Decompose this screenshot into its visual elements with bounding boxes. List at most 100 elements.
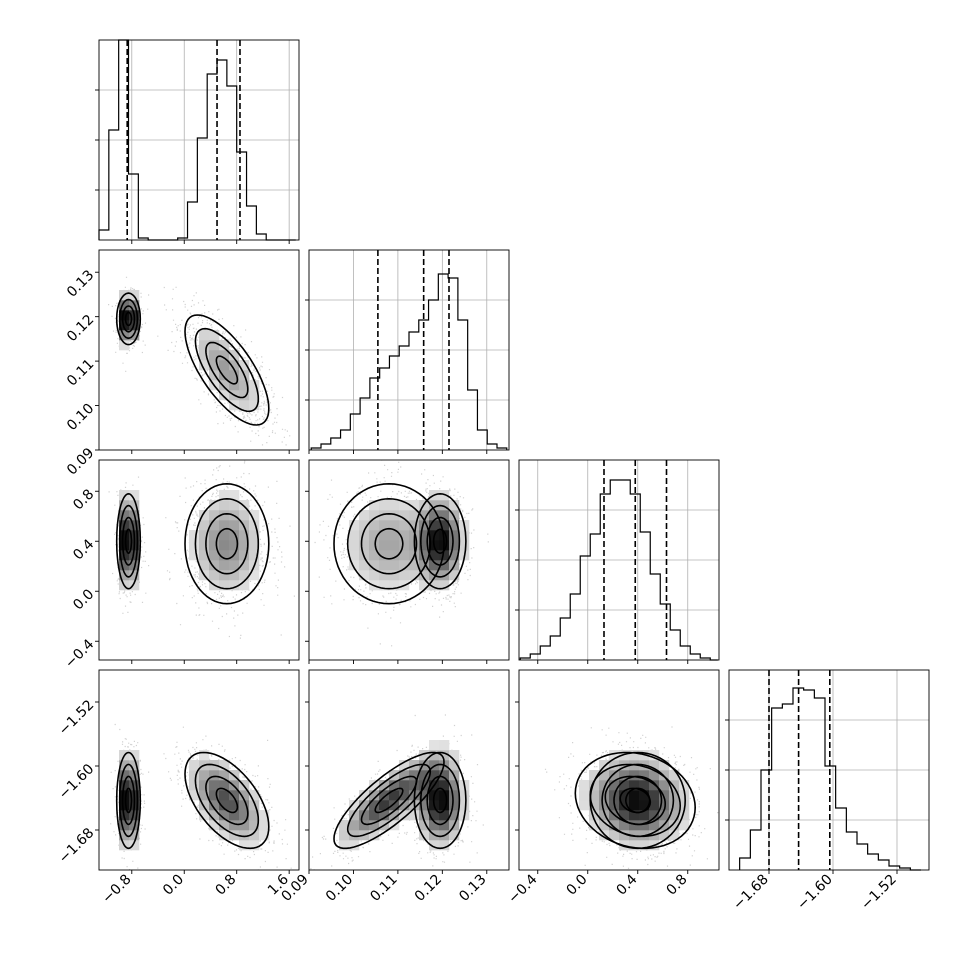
- density-cell: [589, 820, 600, 831]
- contour-lines: [115, 482, 270, 605]
- y-tick-label: 0.13: [64, 267, 97, 300]
- density-cell: [249, 840, 260, 851]
- density-cell: [439, 550, 450, 561]
- contour-level-2-comp-0: [118, 763, 139, 838]
- density-cell: [379, 520, 390, 531]
- density-cell: [119, 570, 130, 581]
- density-cell: [239, 830, 250, 841]
- density-cell: [239, 360, 250, 371]
- x-tick-label: 0.10: [323, 872, 356, 905]
- density-cell: [199, 330, 210, 341]
- density-cell: [449, 830, 460, 841]
- contour-level-1-comp-0: [613, 775, 663, 826]
- density-cell: [639, 800, 650, 811]
- density-cell: [379, 500, 390, 511]
- density-cell: [119, 300, 130, 311]
- density-cell: [249, 510, 260, 521]
- density-cell: [389, 570, 400, 581]
- density-cell: [629, 750, 640, 761]
- hist-panel-3: [725, 669, 930, 874]
- density-cell: [609, 820, 620, 831]
- density-cell: [349, 550, 360, 561]
- density-cell: [209, 500, 220, 511]
- contour-lines: [333, 751, 467, 850]
- density-cell: [219, 520, 230, 531]
- density-cell: [259, 830, 270, 841]
- density-cell: [439, 570, 450, 581]
- density-cell: [359, 560, 370, 571]
- x-tick-label: 0.11: [367, 872, 400, 905]
- density-cell: [419, 540, 430, 551]
- density-cell: [649, 770, 660, 781]
- density-cell: [119, 800, 130, 811]
- histogram-step-3: [739, 687, 921, 871]
- density-cell: [119, 340, 130, 351]
- density-cell: [419, 770, 430, 781]
- panel-frame: [518, 669, 720, 871]
- density-cell: [239, 790, 250, 801]
- density-cell: [419, 810, 430, 821]
- density-cell: [419, 790, 430, 801]
- density-cell: [439, 770, 450, 781]
- contour-level-2-comp-1: [194, 497, 260, 590]
- density-cell: [429, 750, 440, 761]
- pair-panel-3-0: [95, 669, 300, 874]
- density-cell: [359, 570, 370, 581]
- density-cell: [439, 810, 450, 821]
- density-cell: [239, 530, 250, 541]
- density-cell: [349, 810, 360, 821]
- density-cell: [239, 400, 250, 411]
- density-cell: [589, 800, 600, 811]
- density-cell: [249, 400, 260, 411]
- density-cell: [129, 560, 140, 571]
- density-cell: [609, 830, 620, 841]
- density-cell: [399, 800, 410, 811]
- density-cell: [639, 790, 650, 801]
- density-cell: [189, 770, 200, 781]
- density-cell: [229, 490, 240, 501]
- density-cell: [219, 540, 230, 551]
- density-cell: [449, 750, 460, 761]
- density-cell: [129, 500, 140, 511]
- density-cell: [389, 800, 400, 811]
- x-tick-label: 0.8: [212, 872, 239, 899]
- density-cell: [399, 810, 410, 821]
- contour-level-3-comp-1: [184, 482, 270, 605]
- y-tick-label: −1.60: [56, 761, 98, 803]
- density-cell: [359, 540, 370, 551]
- density-cell: [419, 560, 430, 571]
- density-cell: [129, 490, 140, 501]
- density-cell: [229, 830, 240, 841]
- x-tick-label: −0.8: [99, 872, 134, 907]
- density-cell: [239, 580, 250, 591]
- contour-level-2-comp-0: [419, 763, 461, 838]
- contour-lines: [115, 751, 270, 850]
- density-cell: [229, 580, 240, 591]
- density-cell: [449, 550, 460, 561]
- contour-level-2-comp-1: [194, 327, 260, 413]
- density-cell: [359, 790, 370, 801]
- density-cell: [129, 580, 140, 591]
- y-tick-label: 0.0: [70, 586, 97, 613]
- density-cell: [669, 790, 680, 801]
- density-cell: [199, 520, 210, 531]
- density-cell: [379, 810, 390, 821]
- density-cell: [619, 770, 630, 781]
- contour-level-0-comp-1: [215, 527, 239, 560]
- density-cell: [419, 520, 430, 531]
- density-cell: [429, 560, 440, 571]
- density-cell: [639, 770, 650, 781]
- density-cell: [379, 560, 390, 571]
- density-cell: [239, 390, 250, 401]
- density-cell: [349, 800, 360, 811]
- contour-level-3-comp-1: [333, 482, 445, 605]
- density-cell: [219, 790, 230, 801]
- density-cell: [209, 360, 220, 371]
- density-cell: [369, 550, 380, 561]
- density-cell: [589, 810, 600, 821]
- density-cell: [659, 830, 670, 841]
- density-cell: [219, 390, 230, 401]
- density-cell: [239, 550, 250, 561]
- density-cell: [219, 810, 230, 821]
- panel-frame: [308, 669, 510, 871]
